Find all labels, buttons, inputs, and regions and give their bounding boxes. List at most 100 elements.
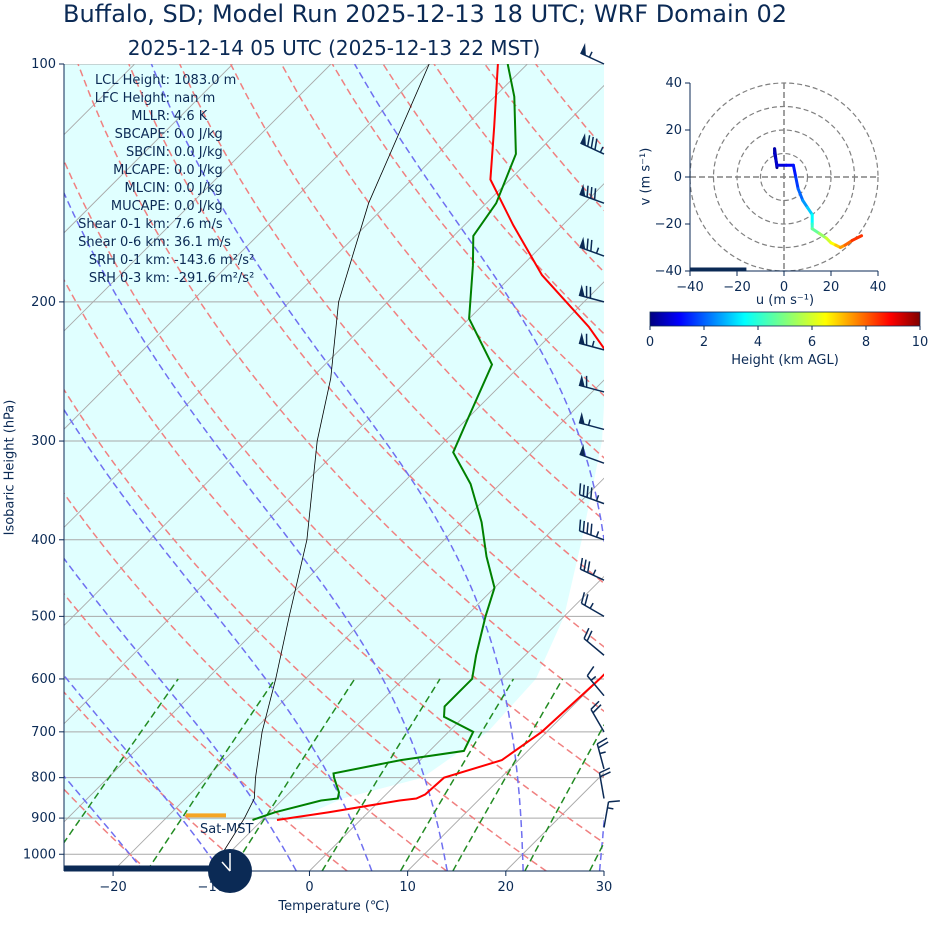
wind-barb-feather: [590, 700, 600, 710]
stat-label: MLLR:: [131, 109, 170, 124]
wind-barb-flag: [579, 443, 586, 457]
stat-value: 36.1 m/s: [174, 235, 231, 250]
y-tick-label: 100: [31, 57, 56, 72]
wind-barb: [590, 700, 605, 733]
dry-adiabat: [128, 64, 604, 648]
isotherm-gridline: [64, 64, 430, 430]
y-tick-label: 1000: [23, 847, 56, 862]
wind-barb-half-feather: [595, 494, 600, 502]
clock-hour-hand: [221, 861, 231, 872]
stat-row: SBCIN: 0.0 J/kg: [66, 144, 262, 162]
wind-barb: [596, 737, 609, 770]
wind-barb-flag: [579, 183, 586, 197]
hodograph-x-tick-label: −40: [676, 280, 703, 295]
hodograph-x-tick-label: −20: [723, 280, 750, 295]
stats-panel: LCL Height: 1083.0 m LFC Height: nan m MLLR:…: [66, 72, 262, 288]
y-tick-label: 600: [31, 672, 56, 687]
y-tick-label: 200: [31, 295, 56, 310]
colorbar: [649, 311, 921, 327]
wind-barb-staff: [579, 453, 605, 464]
moist-adiabat: [64, 674, 221, 871]
wind-barb-flag: [578, 412, 585, 425]
wind-barb-staff: [586, 675, 605, 697]
stat-value: 0.0 J/kg: [174, 145, 223, 160]
wind-barb-feather: [592, 704, 602, 714]
wind-barb-flag: [579, 236, 586, 250]
moist-adiabat: [353, 64, 604, 871]
moist-adiabat: [64, 191, 449, 871]
wind-barb-flag: [580, 133, 586, 146]
isotherm-gridline: [64, 64, 234, 234]
wind-barb-staff: [596, 743, 605, 770]
chart-subtitle: 2025-12-14 05 UTC (2025-12-13 22 MST): [127, 36, 541, 60]
dry-adiabat: [229, 64, 604, 522]
dry-adiabat: [179, 64, 604, 585]
stat-label: SRH 0-1 km:: [88, 253, 170, 268]
x-tick-label: 30: [596, 880, 613, 895]
y-tick-label: 800: [31, 771, 56, 786]
wind-barb-feather: [586, 185, 589, 198]
stat-value: 0.0 J/kg: [174, 163, 223, 178]
wind-barb: [578, 374, 605, 393]
mixing-ratio-line: [230, 678, 356, 871]
wind-barb-feather: [578, 483, 582, 495]
x-tick-label: 20: [498, 880, 515, 895]
wind-barb-half-feather: [591, 340, 595, 347]
stat-row: MLLR: 4.6 K: [66, 108, 262, 126]
wind-barb: [580, 43, 605, 65]
wind-barb-feather: [590, 523, 593, 536]
stat-value: 1083.0 m: [174, 73, 237, 88]
wind-barb-staff: [580, 568, 605, 581]
skew-t-y-axis-label: Isobaric Height (hPa): [2, 399, 18, 536]
wind-barb-flag: [578, 284, 585, 297]
stat-label: Shear 0-1 km:: [78, 217, 170, 232]
wind-barb-half-feather: [588, 51, 593, 58]
wind-barb-staff: [603, 801, 610, 828]
y-tick-label: 500: [31, 609, 56, 624]
wind-barb-staff: [598, 772, 605, 799]
wind-barb: [579, 236, 605, 257]
wind-barb-feather: [597, 741, 609, 749]
wind-barb-half-feather: [599, 146, 604, 153]
wind-barb-feather: [582, 484, 586, 497]
hodograph-x-tick-label: 20: [823, 280, 840, 295]
wind-barb-feather: [599, 767, 611, 774]
x-tick-label: −20: [99, 880, 126, 895]
mixing-ratio-line: [524, 723, 604, 871]
wind-barb-feather: [590, 136, 594, 149]
wind-barb-half-feather: [595, 531, 600, 538]
parcel-path: [210, 64, 430, 871]
stat-row: SBCAPE: 0.0 J/kg: [66, 126, 262, 144]
wind-barb: [580, 133, 605, 155]
stat-value: 4.6 K: [174, 109, 208, 124]
stat-row: MLCAPE: 0.0 J/kg: [66, 162, 262, 180]
dewpoint-line: [252, 64, 517, 821]
wind-barb-feather: [580, 592, 586, 604]
dry-adiabat: [77, 64, 604, 713]
y-tick-label: 400: [31, 533, 56, 548]
isotherm-gridline: [64, 64, 332, 332]
mixing-ratio-line: [321, 678, 441, 871]
wind-barb-feather: [582, 520, 586, 533]
moist-adiabat: [150, 64, 524, 871]
hodograph-y-tick-label: 40: [665, 76, 682, 91]
isotherm-gridline: [112, 379, 604, 871]
hodograph-y-tick-label: 20: [665, 123, 682, 138]
wind-barb-half-feather: [595, 247, 600, 254]
stat-label: SRH 0-3 km:: [88, 271, 170, 286]
wind-barb: [598, 767, 611, 799]
mixing-ratio-line: [588, 841, 604, 871]
colorbar-tick-label: 4: [754, 335, 762, 350]
wind-barb: [578, 519, 605, 541]
stat-label: MLCAPE:: [113, 163, 170, 178]
isotherm-gridline: [64, 84, 604, 627]
hodograph-segment: [794, 175, 800, 191]
mixing-ratio-line: [637, 679, 735, 871]
stat-label: Shear 0-6 km:: [78, 235, 170, 250]
wind-barb-flag: [580, 43, 586, 56]
colorbar-tick-label: 0: [646, 335, 654, 350]
isotherm-gridline: [64, 64, 528, 529]
stat-value: 7.6 m/s: [174, 217, 223, 232]
dry-adiabat: [64, 278, 604, 844]
wind-barb-flag: [578, 332, 585, 345]
